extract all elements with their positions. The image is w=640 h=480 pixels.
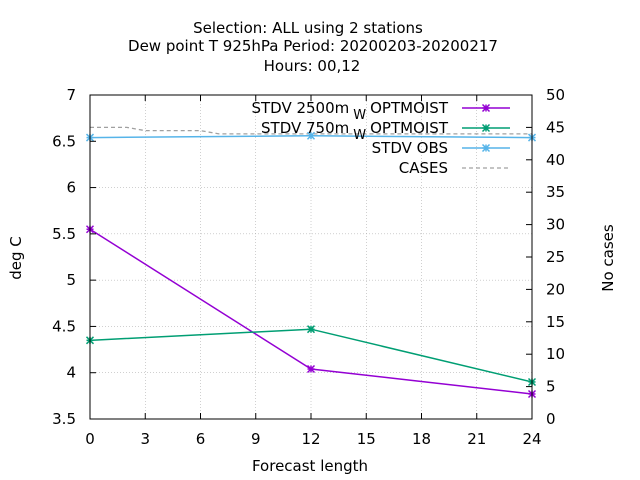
y-tick-label: 5.5 (52, 225, 76, 243)
y2-tick-label: 45 (546, 118, 565, 136)
data-point (481, 103, 491, 113)
y2-tick-label: 35 (546, 183, 565, 201)
x-tick-label: 15 (357, 430, 376, 448)
legend-entry: STDV OBS (372, 139, 510, 157)
y2-tick-label: 15 (546, 313, 565, 331)
y-tick-label: 3.5 (52, 410, 76, 428)
y2-tick-label: 25 (546, 248, 565, 266)
y-tick-label: 6.5 (52, 132, 76, 150)
legend-entry: STDV 2500m W OPTMOIST (251, 99, 510, 123)
x-tick-label: 21 (467, 430, 486, 448)
ticks: 0 3 6 9 12 15 18 21 24 3.5 4 4.5 5 5.5 6 6.5 7 0 5 10 15 20 25… (52, 86, 565, 448)
y2-tick-label: 50 (546, 86, 565, 104)
x-tick-label: 12 (301, 430, 320, 448)
y-tick-label: 4 (66, 364, 76, 382)
title-line-2: Dew point T 925hPa Period: 20200203-2020… (128, 37, 498, 55)
y2-axis-label: No cases (599, 224, 617, 292)
y-tick-label: 5 (66, 271, 76, 289)
data-point (481, 143, 491, 153)
grid (90, 95, 532, 419)
y2-tick-label: 5 (546, 378, 556, 396)
y2-tick-label: 0 (546, 410, 556, 428)
legend-label: CASES (399, 159, 448, 177)
x-tick-label: 3 (140, 430, 150, 448)
data-point (306, 364, 316, 374)
x-tick-label: 18 (412, 430, 431, 448)
x-tick-label: 0 (85, 430, 95, 448)
data-point (306, 325, 316, 334)
legend-entry: STDV 750m W OPTMOIST (261, 119, 510, 143)
y2-tick-label: 40 (546, 151, 565, 169)
x-tick-label: 9 (251, 430, 261, 448)
legend-entry: CASES (399, 159, 510, 177)
legend-label: STDV 2500m W OPTMOIST (251, 99, 448, 123)
y2-tick-label: 10 (546, 345, 565, 363)
series-line-cases (90, 126, 532, 135)
y-tick-label: 7 (66, 86, 76, 104)
chart-title: Selection: ALL using 2 stations Dew poin… (128, 19, 498, 75)
x-tick-label: 24 (522, 430, 541, 448)
x-axis-label: Forecast length (252, 457, 368, 475)
legend-label: STDV 750m W OPTMOIST (261, 119, 449, 143)
y-axis-label: deg C (7, 236, 25, 280)
y-tick-label: 6 (66, 179, 76, 197)
title-line-3: Hours: 00,12 (264, 57, 361, 75)
legend-label: STDV OBS (372, 139, 448, 157)
data-point (306, 131, 316, 140)
y2-tick-label: 20 (546, 280, 565, 298)
y2-tick-label: 30 (546, 216, 565, 234)
y-tick-label: 4.5 (52, 317, 76, 335)
x-tick-label: 6 (196, 430, 206, 448)
data-point (481, 123, 491, 133)
title-line-1: Selection: ALL using 2 stations (193, 19, 423, 37)
